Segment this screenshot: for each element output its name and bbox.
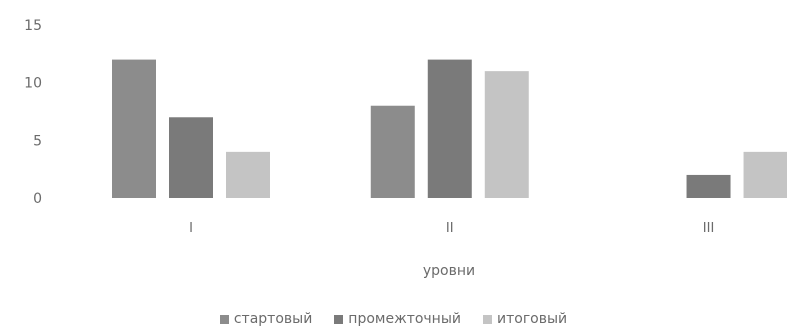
legend-swatch — [219, 314, 229, 324]
bar-3-I — [226, 151, 270, 198]
bar-2-I — [169, 117, 213, 198]
y-tick-label: 0 — [33, 191, 42, 207]
x-tick-label: III — [703, 221, 715, 236]
bar-3-III — [743, 151, 787, 198]
bar-3-II — [484, 71, 529, 198]
legend-label: промежточный — [348, 311, 461, 327]
y-axis-ticks: 0 5 10 15 — [24, 18, 42, 207]
bar-1-I — [112, 59, 156, 198]
y-tick-label: 15 — [24, 18, 42, 34]
x-tick-label: II — [446, 221, 454, 236]
legend-label: итоговый — [497, 311, 568, 327]
y-tick-label: 5 — [33, 133, 42, 149]
x-axis-label: уровни — [423, 263, 475, 279]
legend: стартовый промежточный итоговый — [0, 311, 787, 327]
legend-item: стартовый — [219, 311, 313, 327]
bar-2-II — [427, 59, 472, 198]
legend-item: итоговый — [483, 311, 567, 327]
bar-2-III — [686, 174, 731, 198]
legend-swatch — [483, 314, 492, 324]
bar-1-II — [370, 105, 415, 198]
legend-label: стартовый — [233, 311, 313, 327]
x-tick-label: I — [189, 221, 193, 236]
legend-swatch — [334, 314, 344, 324]
y-tick-label: 10 — [24, 76, 42, 92]
legend-item: промежточный — [334, 311, 461, 327]
x-axis-categories: I II III — [189, 221, 714, 236]
bars — [112, 59, 787, 198]
